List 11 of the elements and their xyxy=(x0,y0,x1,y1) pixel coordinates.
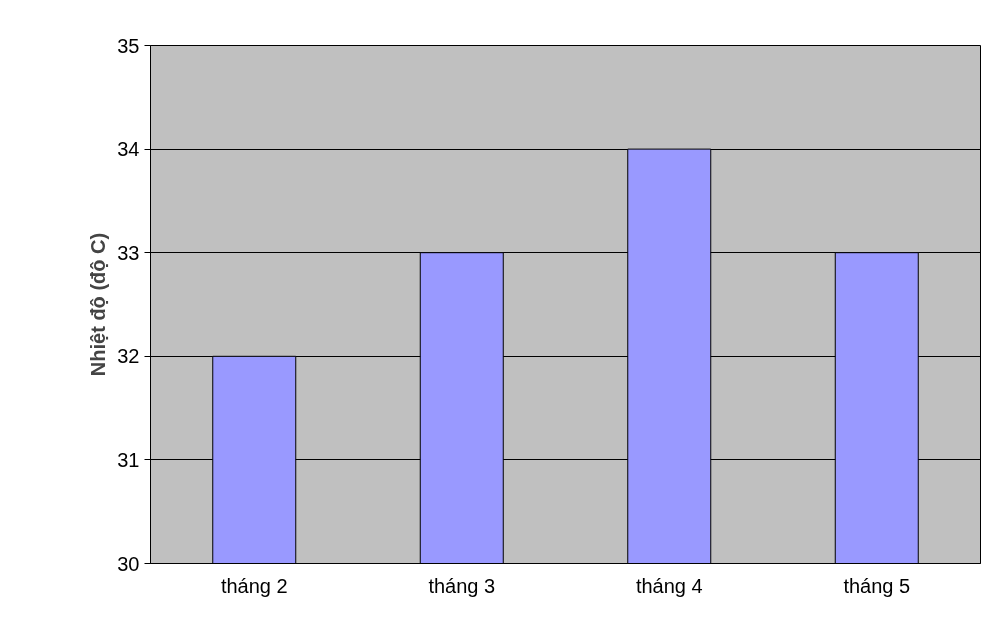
y-tick-label: 32 xyxy=(117,345,140,368)
x-tick-label: tháng 4 xyxy=(635,574,703,597)
y-tick-label: 35 xyxy=(117,34,140,57)
y-tick-label: 33 xyxy=(117,241,140,264)
y-tick-label: 30 xyxy=(117,552,140,575)
y-tick-label: 34 xyxy=(117,138,140,161)
y-axis-title: Nhiệt độ (độ C) xyxy=(87,232,110,377)
x-tick-label: tháng 5 xyxy=(843,574,911,597)
x-tick-label: tháng 3 xyxy=(428,574,496,597)
x-tick-label: tháng 2 xyxy=(220,574,288,597)
y-tick-label: 31 xyxy=(117,448,140,471)
